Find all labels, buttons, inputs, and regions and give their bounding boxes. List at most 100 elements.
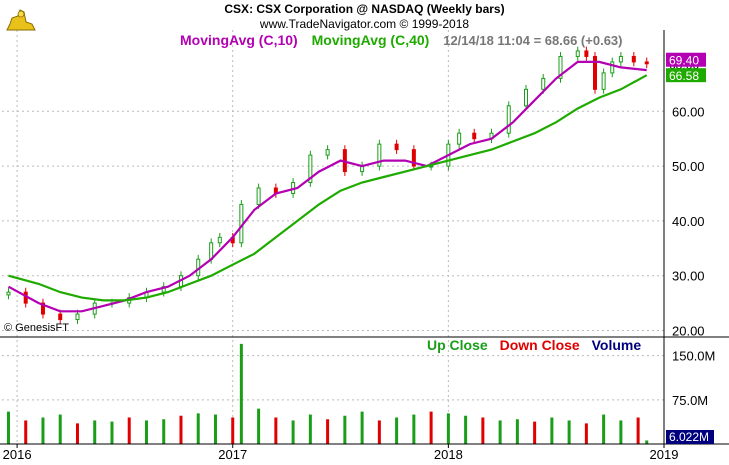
volume-bar [24, 420, 28, 444]
volume-bar [58, 414, 62, 444]
volume-bar [395, 417, 399, 444]
volume-bar [93, 420, 97, 444]
tradenavigator-logo-icon [6, 9, 36, 31]
candle-body [256, 187, 261, 205]
ma10-legend: MovingAvg (C,10) [180, 32, 298, 48]
volume-bar [75, 423, 79, 444]
up-close-legend: Up Close [427, 337, 488, 353]
volume-bar [550, 417, 554, 444]
candle-body [506, 105, 511, 134]
volume-legend-label: Volume [591, 337, 642, 353]
chart-source: www.TradeNavigator.com © 1999-2018 [259, 17, 470, 31]
volume-bar [162, 419, 166, 444]
last-price-box [666, 52, 706, 67]
candles [6, 46, 649, 324]
time-tick-label: 2017 [218, 447, 247, 462]
candle-body [618, 55, 623, 63]
price-tick-label: 60.00 [672, 104, 705, 119]
volume-bar [498, 420, 502, 444]
axes: 20.00 30.00 40.00 50.00 60.00 2016 2017 2018 201… [0, 30, 729, 462]
candle-body [394, 143, 399, 151]
candle-body [58, 313, 63, 321]
ma10-line [7, 60, 647, 313]
copyright: © GenesisFT [4, 322, 69, 334]
candle-body [610, 61, 615, 74]
volume-bar [446, 413, 450, 444]
volume-grid [2, 355, 664, 401]
volume-bar [636, 417, 640, 444]
candle-body [644, 61, 649, 65]
volume-tick-label: 150.0M [672, 349, 715, 364]
volume-bars [6, 343, 649, 444]
candle-body [411, 149, 416, 167]
candle-body [631, 55, 636, 63]
indicator-legend: MovingAvg (C,10) MovingAvg (C,40) 12/14/… [180, 32, 622, 48]
volume-bar [619, 420, 623, 444]
candle-body [217, 236, 222, 244]
last-price-label: 66.58 [669, 69, 699, 83]
volume-bar [515, 419, 519, 444]
volume-bar [429, 411, 433, 444]
volume-legend: Up Close Down Close Volume [427, 337, 641, 353]
volume-bar [602, 414, 606, 444]
volume-bar [533, 421, 537, 444]
price-tick-label: 30.00 [672, 269, 705, 284]
candle-body [6, 291, 11, 296]
volume-bar [464, 415, 468, 444]
volume-bar [645, 440, 649, 444]
chart-title: CSX: CSX Corporation @ NASDAQ (Weekly ba… [224, 2, 505, 16]
ma40-legend: MovingAvg (C,40) [311, 32, 430, 48]
volume-bar [481, 417, 485, 444]
volume-bar [127, 417, 131, 444]
volume-bar [360, 411, 364, 444]
candle-body [325, 149, 330, 156]
last-volume-label: 6.022M [669, 430, 709, 444]
candle-body [377, 143, 382, 167]
volume-bar [584, 423, 588, 444]
candle-body [575, 50, 580, 57]
moving-average-lines [7, 60, 648, 313]
candle-body [75, 313, 80, 321]
volume-bar [274, 417, 278, 444]
volume-tick-label: 75.0M [672, 393, 708, 408]
candle-body [592, 55, 597, 90]
time-tick-label: 2019 [650, 447, 679, 462]
volume-bar [231, 417, 235, 444]
candle-body [308, 154, 313, 184]
candle-body [472, 132, 477, 140]
ma40-line [8, 74, 648, 302]
volume-bar [239, 343, 243, 444]
candle-body [523, 88, 528, 107]
volume-bar [41, 417, 45, 444]
candle-body [40, 302, 45, 315]
price-tick-label: 20.00 [672, 324, 705, 339]
candle-body [558, 55, 563, 79]
volume-bar [412, 414, 416, 444]
volume-bar [6, 411, 10, 444]
volume-bar [291, 420, 295, 444]
volume-bar [179, 415, 183, 444]
last-price-label: 69.40 [669, 54, 699, 68]
volume-bar [110, 421, 114, 444]
volume-bar [144, 420, 148, 444]
price-tick-label: 50.00 [672, 159, 705, 174]
volume-bar [343, 415, 347, 444]
volume-bar [308, 414, 312, 444]
volume-bar [213, 414, 217, 444]
volume-bar [257, 408, 261, 444]
price-tick-label: 40.00 [672, 214, 705, 229]
volume-bar [326, 419, 330, 444]
time-tick-label: 2016 [3, 447, 32, 462]
candle-body [457, 132, 462, 145]
last-price-box [666, 68, 706, 83]
time-tick-label: 2018 [434, 447, 463, 462]
down-close-legend: Down Close [499, 337, 580, 353]
candle-body [541, 77, 546, 90]
volume-bar [567, 420, 571, 444]
candle-body [601, 72, 606, 90]
price-grid [2, 30, 665, 444]
volume-bar [196, 413, 200, 444]
volume-bar [377, 420, 381, 444]
last-quote: 12/14/18 11:04 = 68.66 (+0.63) [443, 33, 623, 48]
